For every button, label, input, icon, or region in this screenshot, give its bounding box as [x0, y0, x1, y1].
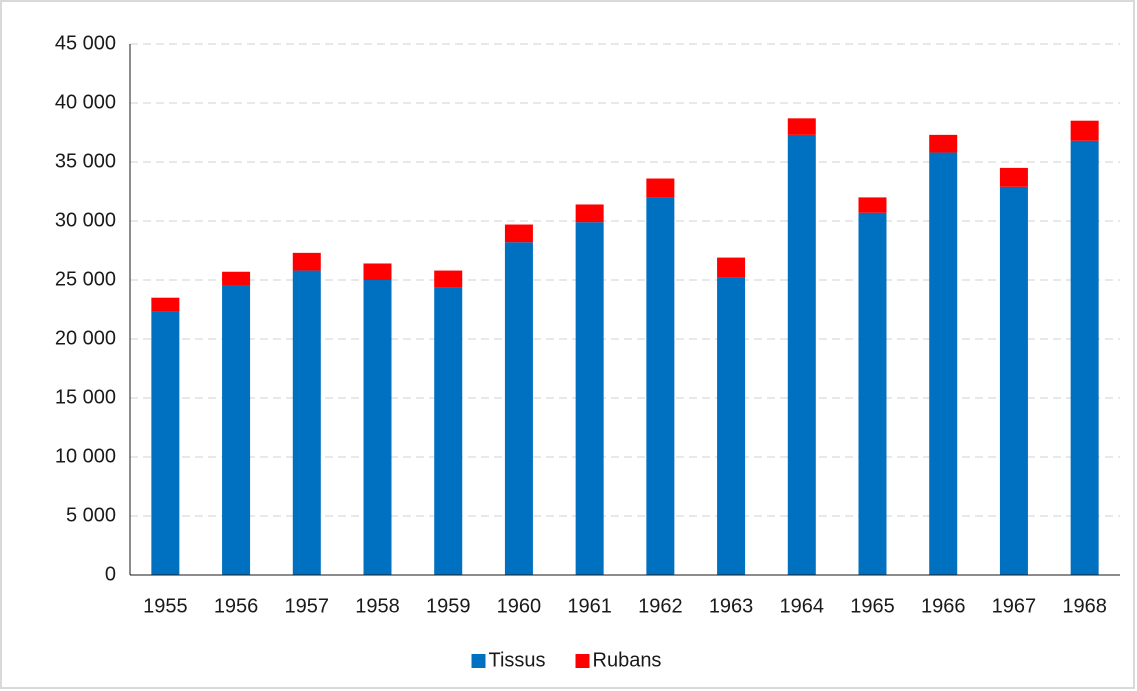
bar-segment — [434, 287, 463, 575]
bar-segment — [504, 242, 533, 576]
bar-segment — [222, 285, 251, 575]
x-tick-label: 1957 — [285, 595, 330, 617]
x-tick-label: 1959 — [426, 595, 471, 617]
y-tick-label: 30 000 — [55, 209, 116, 231]
bar-segment — [504, 224, 533, 243]
x-tick-label: 1963 — [709, 595, 754, 617]
y-tick-label: 15 000 — [55, 386, 116, 408]
y-tick-label: 35 000 — [55, 150, 116, 172]
legend-swatch — [575, 654, 590, 668]
x-tick-label: 1966 — [921, 595, 966, 617]
y-tick-label: 20 000 — [55, 327, 116, 349]
legend-swatch — [471, 654, 486, 668]
x-tick-label: 1965 — [850, 595, 895, 617]
x-tick-label: 1958 — [355, 595, 400, 617]
bar-segment — [292, 270, 321, 575]
bar-segment — [434, 270, 463, 288]
x-tick-label: 1967 — [992, 595, 1037, 617]
bar-segment — [858, 212, 887, 576]
bar-segment — [717, 277, 746, 575]
y-tick-label: 40 000 — [55, 91, 116, 113]
x-tick-label: 1962 — [638, 595, 683, 617]
y-tick-label: 0 — [105, 563, 116, 585]
bar-segment — [999, 167, 1028, 187]
bar-segment — [363, 263, 392, 280]
bar-segment — [575, 204, 604, 223]
bar-segment — [222, 271, 251, 286]
x-tick-label: 1955 — [143, 595, 188, 617]
bar-segment — [363, 280, 392, 575]
x-tick-label: 1964 — [780, 595, 825, 617]
bar-segment — [151, 311, 180, 575]
bar-segment — [575, 222, 604, 575]
bar-segment — [151, 297, 180, 312]
bar-segment — [717, 257, 746, 278]
x-tick-label: 1960 — [497, 595, 542, 617]
bar-segment — [1070, 120, 1099, 141]
bar-segment — [292, 252, 321, 271]
x-tick-label: 1956 — [214, 595, 259, 617]
x-tick-label: 1961 — [567, 595, 612, 617]
bar-segment — [646, 197, 675, 575]
y-tick-label: 45 000 — [55, 32, 116, 54]
bar-segment — [787, 134, 816, 576]
bar-segment — [999, 186, 1028, 575]
bar-segment — [858, 197, 887, 213]
y-tick-label: 10 000 — [55, 445, 116, 467]
y-tick-label: 5 000 — [66, 504, 116, 526]
legend-label: Rubans — [593, 649, 662, 671]
bar-segment — [929, 134, 958, 153]
bar-segment — [929, 152, 958, 575]
x-tick-label: 1968 — [1062, 595, 1107, 617]
legend-label: Tissus — [489, 649, 546, 671]
y-tick-label: 25 000 — [55, 268, 116, 290]
bar-segment — [787, 118, 816, 135]
bar-segment — [646, 178, 675, 198]
bar-segment — [1070, 140, 1099, 575]
